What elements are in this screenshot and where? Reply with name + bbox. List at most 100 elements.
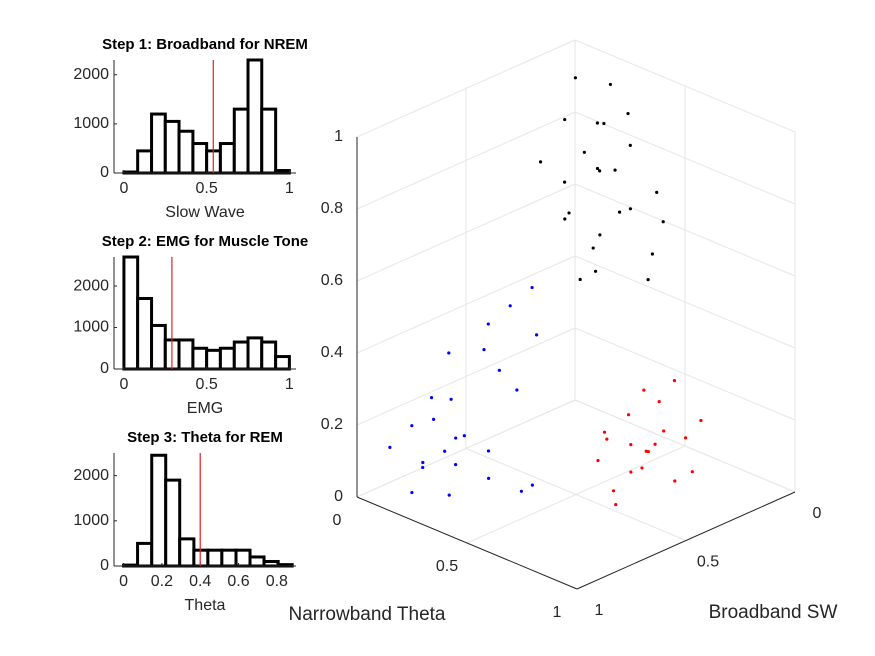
bar — [260, 340, 278, 371]
y-tick-label: 1000 — [73, 319, 109, 336]
x-tick-label: 0 — [119, 180, 128, 197]
y-tick-label: 0 — [100, 164, 109, 181]
y-axis-label: Broadband SW — [709, 602, 838, 623]
point — [650, 252, 655, 256]
bar — [177, 338, 195, 371]
point — [646, 278, 650, 282]
z-tick-label: 0.4 — [321, 344, 343, 361]
y-tick-label: 1000 — [73, 115, 109, 132]
x-tick-label: 0.6 — [227, 573, 249, 590]
x-tick-label: 0 — [333, 512, 342, 529]
point — [563, 217, 567, 221]
point — [530, 285, 534, 290]
x-tick-label: 1 — [553, 604, 562, 621]
point — [410, 424, 414, 428]
point — [646, 450, 650, 454]
bar — [136, 541, 154, 568]
point — [486, 322, 490, 326]
y-tick-label: 0 — [813, 505, 822, 522]
point — [454, 436, 458, 440]
bar — [150, 112, 167, 175]
y-tick-label: 0 — [100, 360, 109, 377]
bar — [136, 149, 154, 175]
chart-title: Step 3: Theta for REM — [127, 429, 283, 446]
x-tick-label: 0.5 — [196, 180, 218, 197]
point — [567, 211, 571, 215]
y-tick-label: 2000 — [73, 467, 109, 484]
bar — [206, 548, 224, 568]
grid-line — [574, 399, 796, 493]
point — [432, 417, 436, 421]
y-tick-label: 2000 — [73, 66, 109, 83]
point — [535, 333, 539, 337]
point — [596, 458, 600, 463]
point — [640, 466, 644, 470]
y-tick-label: 0.5 — [697, 554, 719, 571]
point — [628, 143, 632, 147]
point — [454, 463, 458, 467]
point — [655, 190, 659, 194]
point — [515, 388, 519, 392]
x-tick-label: 0.8 — [266, 573, 288, 590]
point — [563, 117, 567, 122]
bar — [262, 559, 280, 568]
point — [595, 166, 600, 171]
point — [421, 460, 425, 465]
point — [519, 489, 524, 493]
point — [602, 121, 606, 126]
x-axis-label: Narrowband Theta — [288, 604, 445, 625]
point — [608, 82, 613, 87]
point — [447, 493, 451, 497]
point — [642, 388, 646, 392]
x-axis-label: Slow Wave — [165, 204, 245, 221]
point — [673, 479, 677, 483]
bar — [136, 296, 154, 371]
point — [462, 434, 466, 438]
point — [487, 476, 491, 480]
bar — [122, 255, 140, 371]
point — [626, 111, 630, 116]
z-tick-label: 0.2 — [321, 416, 343, 433]
point — [591, 246, 595, 250]
x-axis-label: Theta — [185, 597, 226, 614]
bar — [205, 348, 222, 371]
point — [628, 207, 633, 211]
bar — [260, 107, 278, 175]
point — [449, 397, 453, 401]
bar — [218, 142, 236, 175]
point — [661, 220, 665, 224]
point — [593, 269, 598, 273]
x-tick-label: 1 — [285, 376, 294, 393]
x-tick-label: 0 — [119, 573, 128, 590]
bar — [218, 346, 236, 371]
point — [388, 445, 392, 449]
point — [657, 400, 661, 404]
point — [486, 449, 491, 453]
bar — [274, 355, 291, 371]
y-tick-label: 1 — [595, 602, 604, 619]
y-tick-label: 2000 — [73, 277, 109, 294]
point — [447, 351, 451, 355]
x-tick-label: 0.5 — [436, 558, 458, 575]
point — [421, 465, 425, 470]
point — [613, 168, 617, 172]
point — [595, 121, 600, 125]
point — [563, 180, 567, 184]
x-axis-label: EMG — [187, 400, 223, 417]
point — [672, 379, 677, 383]
bar — [178, 537, 196, 568]
chart-title: Step 1: Broadband for NREM — [102, 36, 308, 53]
axis-line — [356, 496, 578, 590]
z-tick-label: 0 — [334, 488, 343, 505]
bar — [150, 453, 168, 568]
point — [410, 490, 414, 495]
point — [497, 368, 501, 372]
point — [611, 489, 616, 493]
x-tick-label: 1 — [285, 180, 294, 197]
y-tick-label: 1000 — [73, 512, 109, 529]
bar — [232, 107, 250, 175]
y-tick-label: 0 — [100, 557, 109, 574]
point — [598, 169, 602, 173]
point — [662, 429, 666, 433]
bar — [163, 119, 181, 175]
